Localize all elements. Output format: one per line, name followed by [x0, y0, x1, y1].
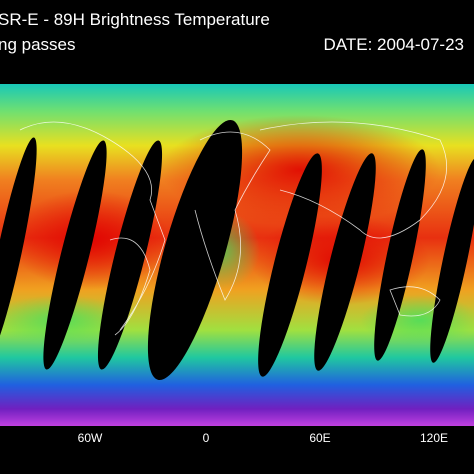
- subtitle: ng passes: [0, 35, 76, 54]
- longitude-label: 120E: [420, 431, 448, 445]
- longitude-label: 0: [203, 431, 210, 445]
- date: DATE: 2004-07-23: [324, 35, 464, 54]
- title: SR-E - 89H Brightness Temperature: [0, 10, 270, 29]
- longitude-label: 60W: [78, 431, 103, 445]
- longitude-label: 60E: [309, 431, 330, 445]
- map: [0, 84, 474, 426]
